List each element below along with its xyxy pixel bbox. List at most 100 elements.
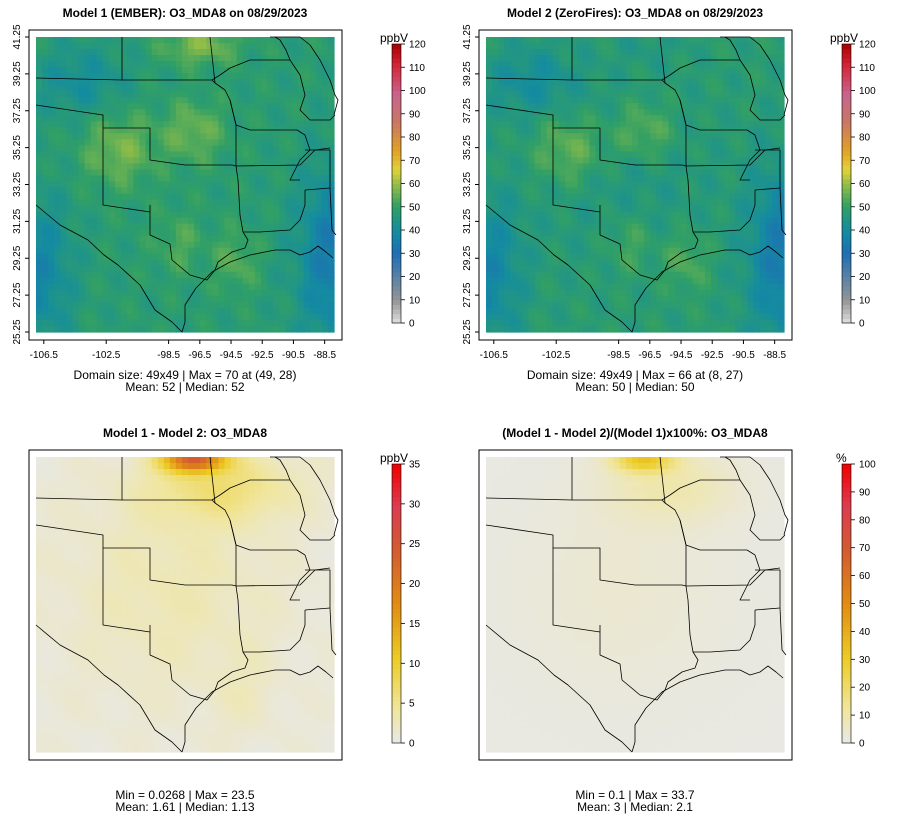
heatmap-cell: [662, 55, 670, 62]
heatmap-cell: [254, 181, 262, 189]
heatmap-cell: [534, 163, 542, 171]
heatmap-cell: [96, 79, 104, 86]
heatmap-cell: [188, 205, 195, 213]
heatmap-cell: [169, 91, 177, 98]
heatmap-cell: [254, 217, 262, 225]
heatmap-cell: [680, 301, 688, 309]
heatmap-cell: [644, 241, 651, 249]
heatmap-cell: [188, 301, 195, 309]
colorbar-tick-label: 60: [409, 179, 421, 190]
heatmap-cell: [200, 289, 207, 297]
heatmap-cell: [248, 61, 256, 68]
heatmap-cell: [741, 55, 749, 62]
heatmap-cell: [486, 277, 493, 285]
heatmap-cell: [595, 169, 603, 177]
heatmap-cell: [492, 169, 499, 177]
heatmap-cell: [218, 235, 226, 243]
heatmap-cell: [188, 325, 195, 333]
heatmap-cell: [534, 277, 542, 285]
heatmap-cell: [741, 97, 749, 104]
heatmap-cell: [729, 223, 736, 231]
heatmap-cell: [534, 97, 542, 104]
heatmap-cell: [540, 67, 548, 74]
heatmap-cell: [194, 169, 201, 177]
heatmap-cell: [42, 247, 49, 255]
heatmap-cell: [181, 211, 189, 219]
heatmap-cell: [267, 241, 274, 249]
heatmap-cell: [115, 319, 122, 327]
heatmap-cell: [741, 211, 749, 219]
heatmap-cell: [291, 187, 299, 195]
heatmap-cell: [285, 67, 293, 74]
heatmap-cell: [297, 55, 305, 62]
heatmap-cell: [127, 313, 134, 321]
heatmap-cell: [273, 121, 280, 128]
heatmap-cell: [534, 61, 542, 68]
heatmap-cell: [704, 151, 712, 159]
heatmap-cell: [309, 265, 317, 273]
heatmap-cell: [771, 157, 779, 165]
heatmap-cell: [552, 205, 560, 213]
heatmap-cell: [644, 187, 651, 195]
heatmap-cell: [644, 85, 651, 92]
boundary-line: [485, 77, 573, 81]
heatmap-cell: [662, 205, 670, 213]
heatmap-cell: [151, 253, 159, 261]
heatmap-cell: [96, 289, 104, 297]
heatmap-cell: [242, 187, 250, 195]
heatmap-cell: [765, 271, 773, 279]
heatmap-cell: [552, 193, 560, 201]
heatmap-cell: [285, 109, 293, 116]
heatmap-cell: [583, 229, 590, 237]
heatmap-cell: [534, 55, 542, 62]
heatmap-cell: [90, 199, 98, 207]
heatmap-cell: [212, 187, 220, 195]
heatmap-cell: [486, 319, 493, 327]
heatmap-cell: [36, 73, 43, 80]
heatmap-cell: [656, 175, 663, 183]
heatmap-cell: [504, 103, 511, 110]
heatmap-cell: [327, 163, 335, 171]
heatmap-cell: [60, 319, 68, 327]
heatmap-cell: [723, 277, 730, 285]
heatmap-cell: [206, 271, 213, 279]
heatmap-cell: [285, 61, 293, 68]
heatmap-cell: [662, 181, 670, 189]
heatmap-cell: [115, 301, 122, 309]
heatmap-cell: [175, 43, 183, 50]
heatmap-cell: [321, 103, 329, 110]
heatmap-cell: [218, 205, 226, 213]
heatmap-cell: [534, 133, 542, 140]
heatmap-cell: [522, 193, 530, 201]
heatmap-cell: [601, 283, 609, 291]
heatmap-cell: [759, 223, 767, 231]
heatmap-cell: [230, 121, 238, 128]
heatmap-cell: [583, 115, 590, 122]
heatmap-cell: [273, 79, 280, 86]
heatmap-cell: [625, 103, 633, 110]
heatmap-cell: [638, 247, 645, 255]
heatmap-cell: [78, 241, 86, 249]
heatmap-cell: [546, 283, 554, 291]
heatmap-cell: [230, 253, 238, 261]
heatmap-cell: [297, 181, 305, 189]
heatmap-cell: [717, 325, 724, 333]
heatmap-cell: [607, 223, 615, 231]
heatmap-cell: [668, 181, 676, 189]
heatmap-cell: [145, 187, 153, 195]
heatmap-cell: [151, 193, 159, 201]
heatmap-cell: [692, 247, 700, 255]
heatmap-cell: [674, 205, 682, 213]
heatmap-cell: [291, 37, 299, 44]
heatmap-cell: [188, 253, 195, 261]
heatmap-cell: [230, 115, 238, 122]
heatmap-cell: [577, 295, 584, 303]
heatmap-cell: [516, 73, 524, 80]
heatmap-cell: [486, 61, 493, 68]
heatmap-cell: [607, 319, 615, 327]
heatmap-cell: [139, 67, 147, 74]
heatmap-cell: [157, 205, 165, 213]
heatmap-cell: [315, 211, 323, 219]
heatmap-cell: [315, 49, 323, 56]
heatmap-cell: [540, 151, 548, 159]
